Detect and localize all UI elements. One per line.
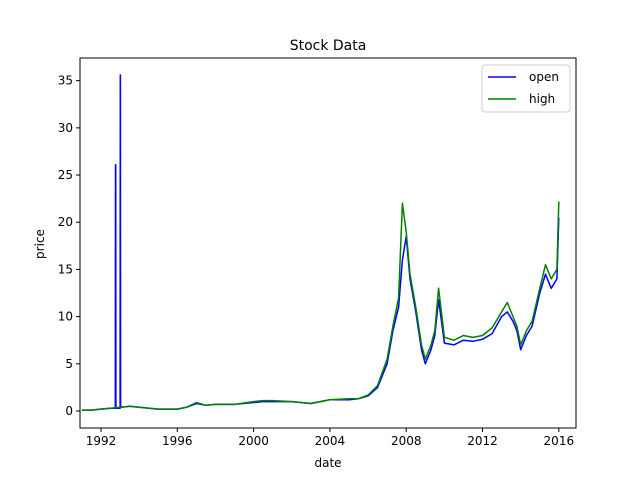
x-tick-label: 2000 bbox=[238, 434, 269, 448]
x-tick-label: 1992 bbox=[86, 434, 117, 448]
plot-frame bbox=[79, 57, 577, 429]
legend: open high bbox=[481, 64, 571, 113]
y-tick-label: 10 bbox=[58, 310, 73, 324]
x-tick-label: 2012 bbox=[467, 434, 498, 448]
x-tick-label: 2008 bbox=[391, 434, 422, 448]
series-line-open bbox=[81, 74, 560, 411]
legend-label-high: high bbox=[529, 92, 555, 106]
y-tick-label: 30 bbox=[58, 121, 73, 135]
chart-title: Stock Data bbox=[290, 38, 367, 54]
y-axis-label: price bbox=[33, 229, 47, 259]
y-axis: 0 5 10 15 20 25 30 35 bbox=[58, 74, 80, 418]
plot-area bbox=[79, 57, 577, 429]
y-tick-label: 25 bbox=[58, 168, 73, 182]
y-tick-label: 35 bbox=[58, 74, 73, 88]
x-tick-label: 1996 bbox=[162, 434, 193, 448]
y-tick-label: 20 bbox=[58, 215, 73, 229]
x-tick-label: 2016 bbox=[544, 434, 575, 448]
series-line-high bbox=[81, 201, 560, 411]
y-tick-label: 0 bbox=[65, 404, 73, 418]
y-tick-label: 15 bbox=[58, 262, 73, 276]
x-tick-label: 2004 bbox=[315, 434, 346, 448]
x-axis-label: date bbox=[314, 456, 341, 470]
y-tick-label: 5 bbox=[65, 357, 73, 371]
legend-label-open: open bbox=[529, 70, 559, 84]
x-axis: 1992 1996 2000 2004 2008 2012 2016 bbox=[86, 428, 574, 448]
